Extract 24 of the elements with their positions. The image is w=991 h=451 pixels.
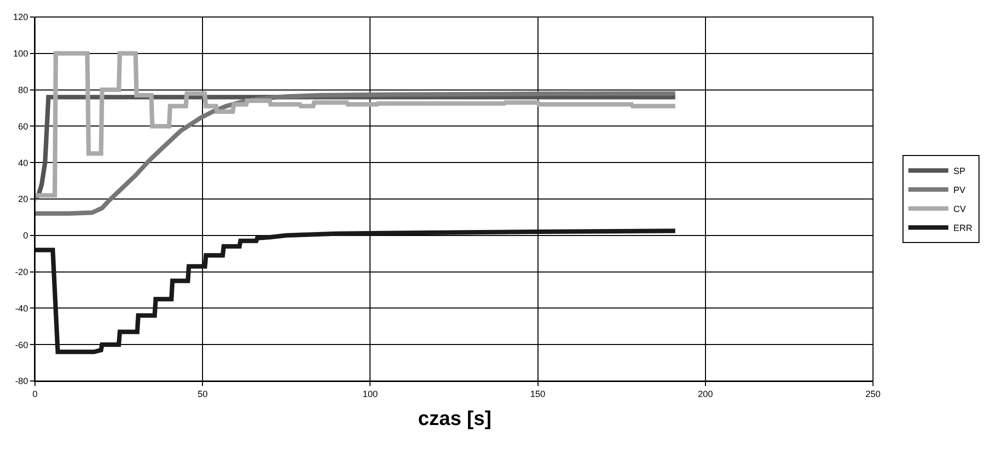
legend-label: CV: [953, 204, 966, 214]
x-tick-label: 100: [362, 388, 378, 399]
y-tick-label: 100: [13, 48, 28, 59]
x-tick-label: 150: [530, 388, 546, 399]
y-tick-label: 40: [18, 158, 28, 168]
y-tick-label: 80: [18, 84, 28, 95]
y-tick-label: -80: [15, 376, 28, 386]
y-tick-label: -20: [15, 266, 28, 277]
y-tick-label: 60: [18, 121, 28, 132]
x-tick-label: 200: [698, 388, 713, 399]
y-tick-label: -60: [15, 340, 28, 350]
y-tick-label: 20: [18, 194, 28, 204]
legend-label: SP: [953, 166, 966, 176]
x-tick-label: 50: [198, 388, 208, 399]
line-series: [35, 51, 678, 198]
x-tick-label: 250: [865, 388, 881, 399]
x-tick-label: 0: [32, 388, 38, 399]
legend-label: PV: [953, 185, 966, 196]
y-tick-label: -40: [15, 303, 28, 314]
line-series: [35, 228, 678, 354]
y-tick-label: 120: [13, 12, 28, 22]
x-axis-title: czas [s]: [418, 408, 492, 430]
legend-label: ERR: [953, 223, 973, 234]
y-tick-label: 0: [23, 230, 28, 241]
